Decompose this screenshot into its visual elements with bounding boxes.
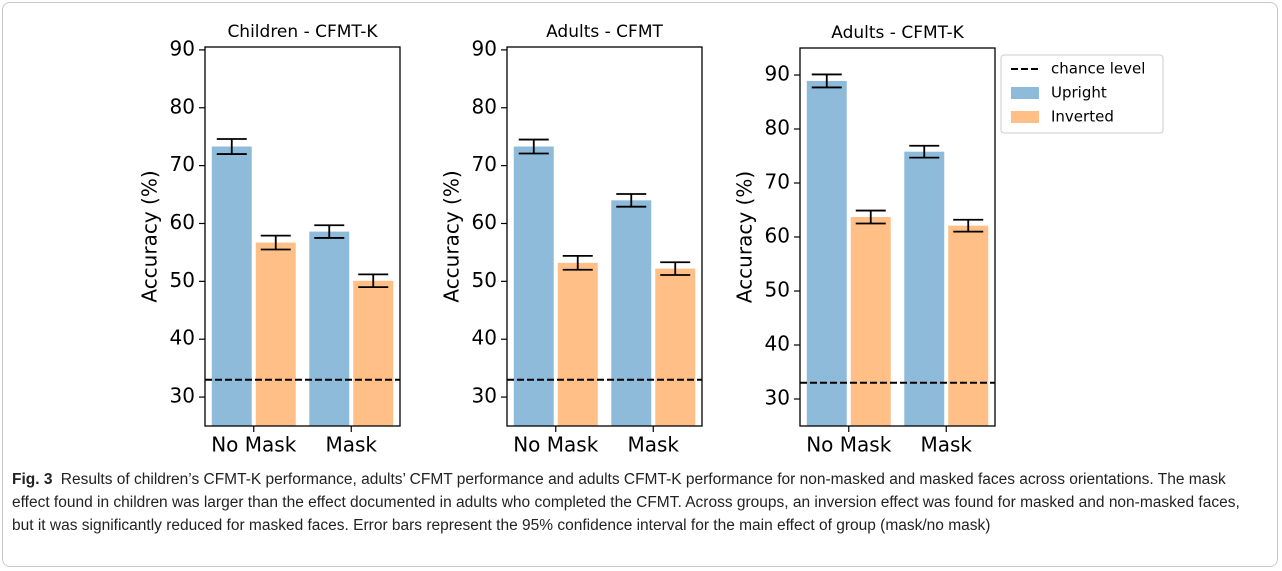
y-tick-label: 60 [765, 224, 790, 248]
x-tick-label: No Mask [806, 433, 891, 457]
plot-frame [204, 46, 401, 427]
y-tick-label: 50 [765, 278, 790, 302]
bar [513, 146, 554, 426]
legend-swatch [1011, 111, 1039, 123]
y-axis-label: Accuracy (%) [138, 170, 162, 302]
x-tick-label: Mask [627, 433, 679, 457]
legend-swatch [1011, 87, 1039, 99]
y-tick-label: 80 [472, 94, 497, 118]
x-tick-label: No Mask [513, 433, 598, 457]
y-tick-label: 70 [765, 170, 790, 194]
caption: Fig. 3 Results of children’s CFMT-K perf… [12, 468, 1262, 537]
bar [611, 200, 652, 426]
y-tick-label: 70 [170, 152, 195, 176]
y-tick-label: 80 [765, 116, 790, 140]
y-tick-label: 70 [472, 152, 497, 176]
y-tick-label: 80 [170, 94, 195, 118]
chart-title: Children - CFMT-K [227, 22, 378, 42]
y-axis-label: Accuracy (%) [440, 170, 464, 302]
bar [948, 225, 989, 426]
y-tick-label: 90 [472, 36, 497, 60]
figure: Children - CFMT-K Accuracy (%) 30 40 50 60 70 8… [138, 22, 1164, 457]
x-tick-label: Mask [920, 433, 972, 457]
legend-label: Upright [1051, 84, 1107, 102]
y-tick-label: 50 [170, 268, 195, 292]
y-tick-label: 90 [170, 36, 195, 60]
y-tick-label: 60 [472, 210, 497, 234]
y-tick-label: 50 [472, 268, 497, 292]
bar [655, 268, 696, 426]
legend-label: Inverted [1051, 108, 1114, 126]
y-tick-label: 60 [170, 210, 195, 234]
chart-title: Adults - CFMT [546, 22, 663, 42]
bar [353, 280, 394, 426]
x-tick-label: No Mask [211, 433, 296, 457]
plot-frame [506, 46, 703, 427]
bar [806, 80, 847, 426]
bar [309, 231, 350, 426]
y-tick-label: 30 [765, 386, 790, 410]
legend-box [1000, 54, 1164, 134]
y-axis-label: Accuracy (%) [733, 171, 757, 303]
x-tick-label: Mask [325, 433, 377, 457]
y-tick-label: 40 [472, 326, 497, 350]
y-tick-label: 30 [472, 384, 497, 408]
legend-label: chance level [1051, 60, 1145, 78]
chart-title: Adults - CFMT-K [831, 23, 964, 43]
y-tick-label: 30 [170, 384, 195, 408]
plot-frame [799, 47, 996, 427]
bar [211, 146, 252, 426]
y-tick-label: 40 [765, 332, 790, 356]
y-tick-label: 40 [170, 326, 195, 350]
bar [557, 262, 598, 426]
bar [255, 242, 296, 426]
caption-label: Fig. 3 [12, 471, 53, 488]
y-tick-label: 90 [765, 62, 790, 86]
bar [850, 217, 891, 426]
caption-text: Results of children’s CFMT-K performance… [12, 471, 1240, 534]
bar [904, 151, 945, 426]
